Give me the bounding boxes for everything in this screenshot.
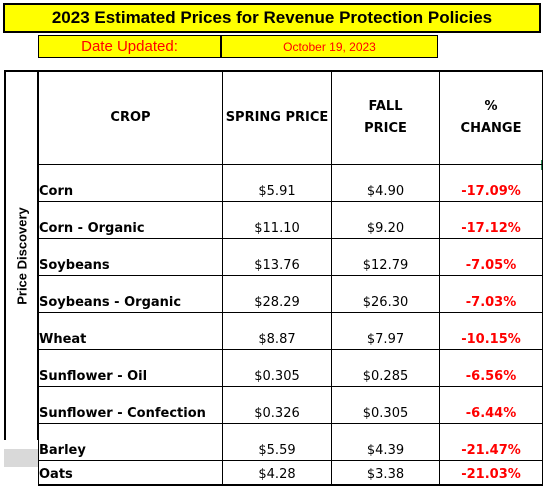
spring-price-cell: $11.10	[222, 201, 332, 239]
fall-price-column-header: FALL PRICE	[331, 70, 440, 165]
change-header-line1: %	[484, 99, 498, 114]
fall-price-cell: $4.39	[331, 423, 440, 461]
crop-header-text: CROP	[110, 110, 151, 125]
date-updated-value: October 19, 2023	[221, 35, 438, 58]
crop-cell: Barley	[38, 423, 223, 461]
date-updated-label: Date Updated:	[38, 35, 221, 58]
percent-change-cell: -17.12%	[439, 201, 543, 239]
fall-price-cell: $26.30	[331, 275, 440, 313]
table-row: Soybeans $13.76 $12.79 -7.05%	[38, 238, 543, 276]
fall-header-line1: FALL	[368, 99, 403, 114]
percent-change-cell: -21.03%	[439, 460, 543, 486]
sheet-title-text: 2023 Estimated Prices for Revenue Protec…	[51, 8, 493, 27]
crop-cell: Soybeans	[38, 238, 223, 276]
percent-change-cell: -10.15%	[439, 312, 543, 350]
fall-header-line2: PRICE	[364, 121, 407, 136]
sheet-title: 2023 Estimated Prices for Revenue Protec…	[3, 3, 541, 33]
table-row: Sunflower - Confection $0.326 $0.305 -6.…	[38, 386, 543, 424]
percent-change-cell: -17.09%	[439, 164, 543, 202]
table-row: Sunflower - Oil $0.305 $0.285 -6.56%	[38, 349, 543, 387]
percent-change-cell: -7.03%	[439, 275, 543, 313]
fall-price-cell: $0.305	[331, 386, 440, 424]
crop-cell: Sunflower - Oil	[38, 349, 223, 387]
spring-price-cell: $0.305	[222, 349, 332, 387]
fall-price-cell: $9.20	[331, 201, 440, 239]
spring-price-cell: $0.326	[222, 386, 332, 424]
percent-change-cell: -21.47%	[439, 423, 543, 461]
date-updated-label-text: Date Updated:	[81, 38, 178, 55]
fall-price-cell: $0.285	[331, 349, 440, 387]
fall-price-cell: $12.79	[331, 238, 440, 276]
fall-price-cell: $4.90	[331, 164, 440, 202]
crop-cell: Wheat	[38, 312, 223, 350]
table-row: Corn - Organic $11.10 $9.20 -17.12%	[38, 201, 543, 239]
spring-price-cell: $5.91	[222, 164, 332, 202]
crop-cell: Sunflower - Confection	[38, 386, 223, 424]
percent-change-column-header: % CHANGE	[439, 70, 543, 165]
table-row: Corn $5.91 $4.90 -17.09%	[38, 164, 543, 202]
crop-cell: Soybeans - Organic	[38, 275, 223, 313]
oats-side-cell	[4, 449, 38, 467]
spring-price-column-header: SPRING PRICE	[222, 70, 332, 165]
spring-price-cell: $8.87	[222, 312, 332, 350]
table-row: Oats $4.28 $3.38 -21.03%	[38, 460, 543, 486]
spring-price-cell: $28.29	[222, 275, 332, 313]
date-updated-value-text: October 19, 2023	[283, 39, 376, 54]
price-discovery-text: Price Discovery	[14, 207, 29, 305]
percent-change-cell: -6.56%	[439, 349, 543, 387]
price-table: CROP SPRING PRICE FALL PRICE % CHANGE Co…	[38, 70, 543, 486]
spring-price-cell: $4.28	[222, 460, 332, 486]
table-header-row: CROP SPRING PRICE FALL PRICE % CHANGE	[38, 70, 543, 165]
crop-cell: Corn	[38, 164, 223, 202]
crop-cell: Corn - Organic	[38, 201, 223, 239]
table-row: Barley $5.59 $4.39 -21.47%	[38, 423, 543, 461]
percent-change-cell: -6.44%	[439, 386, 543, 424]
change-header-line2: CHANGE	[460, 121, 522, 136]
crop-column-header: CROP	[38, 70, 223, 165]
spring-header-text: SPRING PRICE	[225, 110, 329, 125]
spring-price-cell: $13.76	[222, 238, 332, 276]
table-row: Soybeans - Organic $28.29 $26.30 -7.03%	[38, 275, 543, 313]
table-row: Wheat $8.87 $7.97 -10.15%	[38, 312, 543, 350]
fall-price-cell: $3.38	[331, 460, 440, 486]
spring-price-cell: $5.59	[222, 423, 332, 461]
price-discovery-side-label: Price Discovery	[4, 70, 38, 440]
percent-change-cell: -7.05%	[439, 238, 543, 276]
fall-price-cell: $7.97	[331, 312, 440, 350]
crop-cell: Oats	[38, 460, 223, 486]
